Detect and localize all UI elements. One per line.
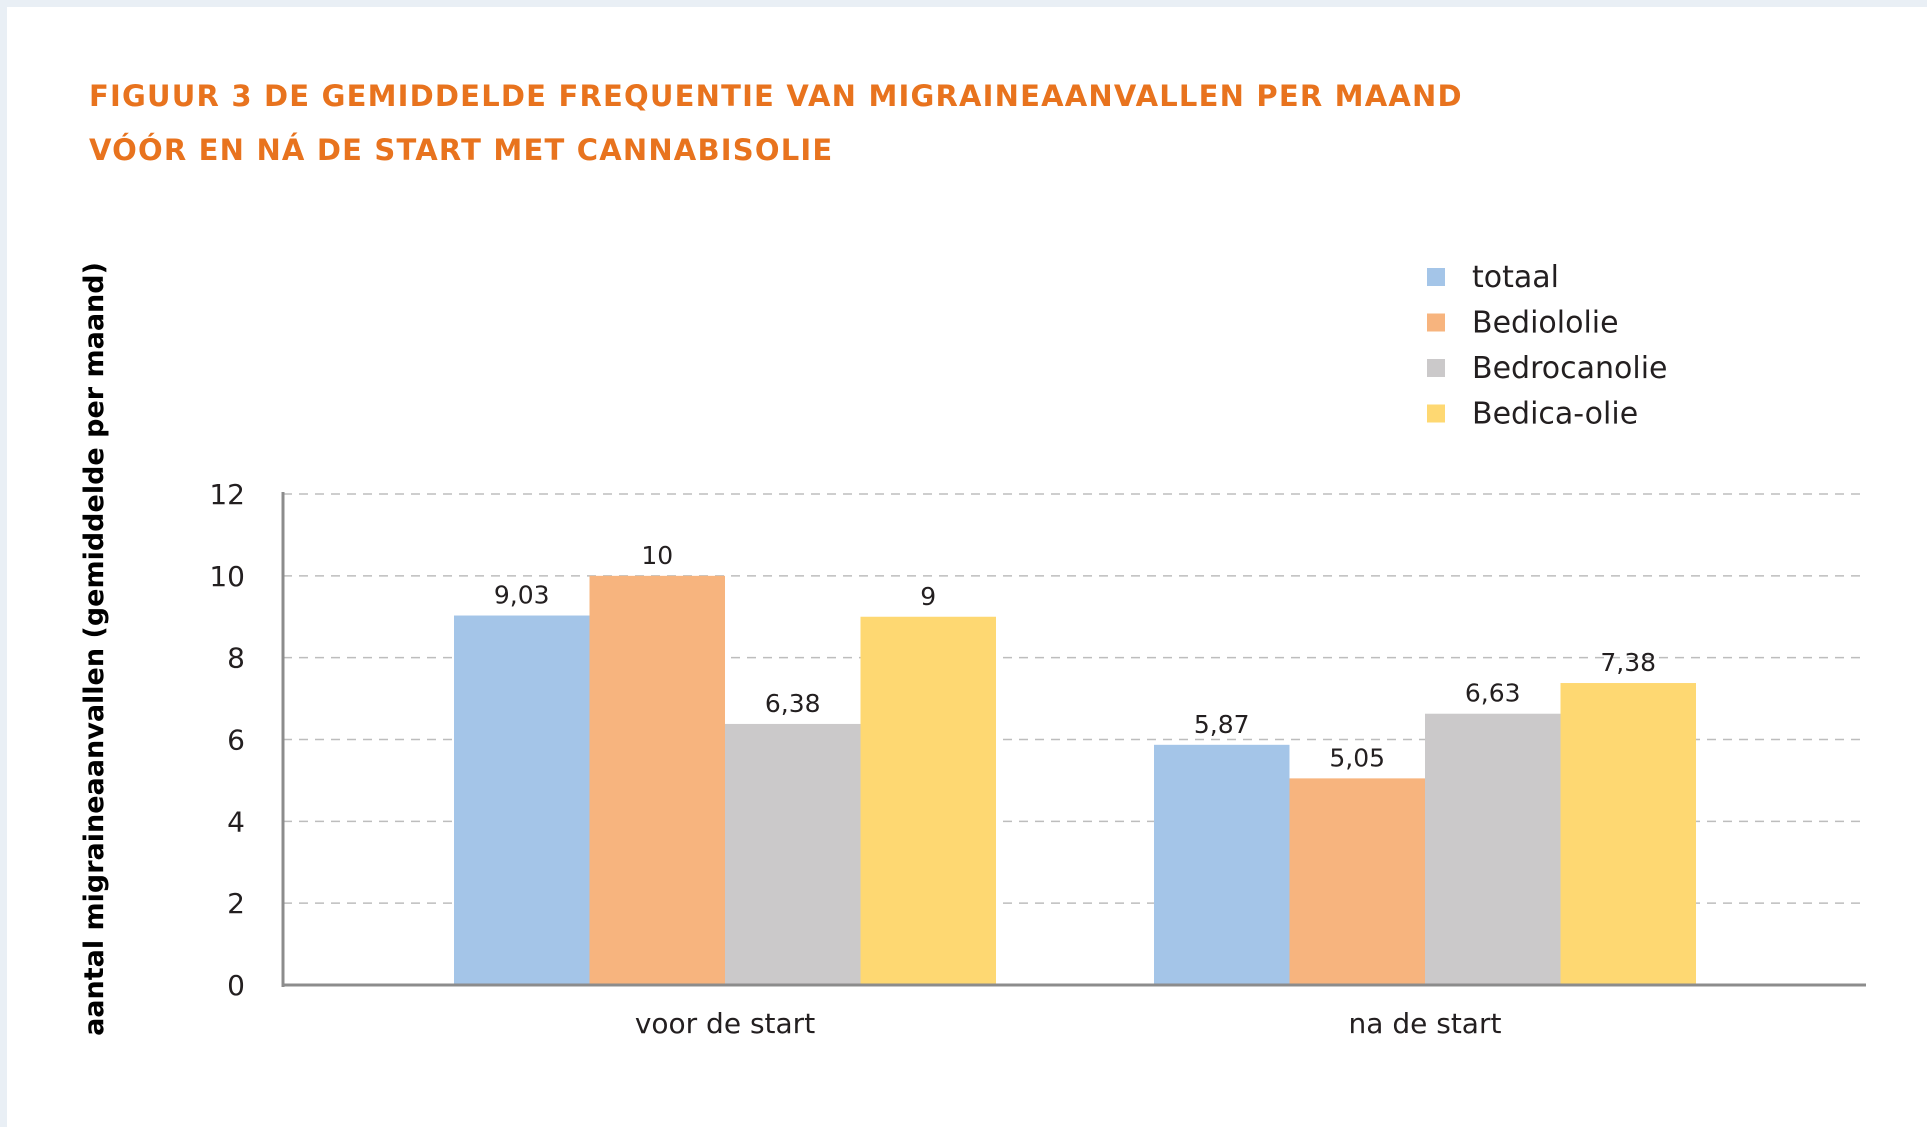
bar-value-label: 6,38 [765, 689, 821, 718]
legend-label: Bedica-olie [1472, 397, 1638, 432]
y-tick-label: 8 [227, 642, 245, 675]
bar [1289, 778, 1425, 985]
bar [589, 575, 725, 985]
legend-label: totaal [1472, 260, 1559, 295]
x-category-label: voor de start [635, 1007, 815, 1040]
x-category-label: na de start [1349, 1007, 1502, 1040]
legend-label: Bediololie [1472, 306, 1619, 341]
y-tick-label: 6 [227, 724, 245, 757]
axes [281, 492, 1866, 987]
data-labels: 9,03 10 6,38 9 5,87 5,05 6,63 7,38 [494, 541, 1656, 773]
figure-title-line-2: VÓÓR EN NÁ DE START MET CANNABISOLIE [89, 133, 834, 167]
bar [1154, 744, 1290, 985]
y-tick-label: 0 [227, 969, 245, 1002]
legend-swatch [1427, 359, 1445, 377]
bar-value-label: 5,87 [1194, 710, 1250, 739]
bar-value-label: 9,03 [494, 581, 550, 610]
legend: totaal Bediololie Bedrocanolie Bedica-olie [1427, 260, 1667, 432]
y-tick-label: 10 [209, 560, 245, 593]
y-tick-label: 2 [227, 887, 245, 920]
x-category-labels: voor de start na de start [635, 1007, 1502, 1040]
legend-swatch [1427, 404, 1445, 423]
y-tick-label: 4 [227, 805, 245, 838]
legend-swatch [1427, 268, 1445, 286]
bar-value-label: 5,05 [1329, 743, 1385, 772]
legend-label: Bedrocanolie [1472, 351, 1667, 386]
bar [454, 615, 590, 985]
bars [454, 575, 1696, 985]
y-tick-label: 12 [209, 478, 245, 511]
bar [860, 616, 996, 985]
figure-title-line-1: FIGUUR 3 DE GEMIDDELDE FREQUENTIE VAN MI… [89, 79, 1463, 113]
legend-swatch [1427, 313, 1445, 332]
bar-value-label: 9 [920, 582, 936, 611]
bar [1425, 713, 1561, 985]
y-axis-label: aantal migraineaanvallen (gemiddelde per… [79, 262, 110, 1036]
bar-value-label: 7,38 [1600, 648, 1656, 677]
y-tick-labels: 0 2 4 6 8 10 12 [209, 478, 245, 1002]
bar [725, 723, 861, 985]
bar-value-label: 10 [641, 541, 673, 570]
bar [1560, 683, 1696, 985]
bar-value-label: 6,63 [1465, 679, 1521, 708]
